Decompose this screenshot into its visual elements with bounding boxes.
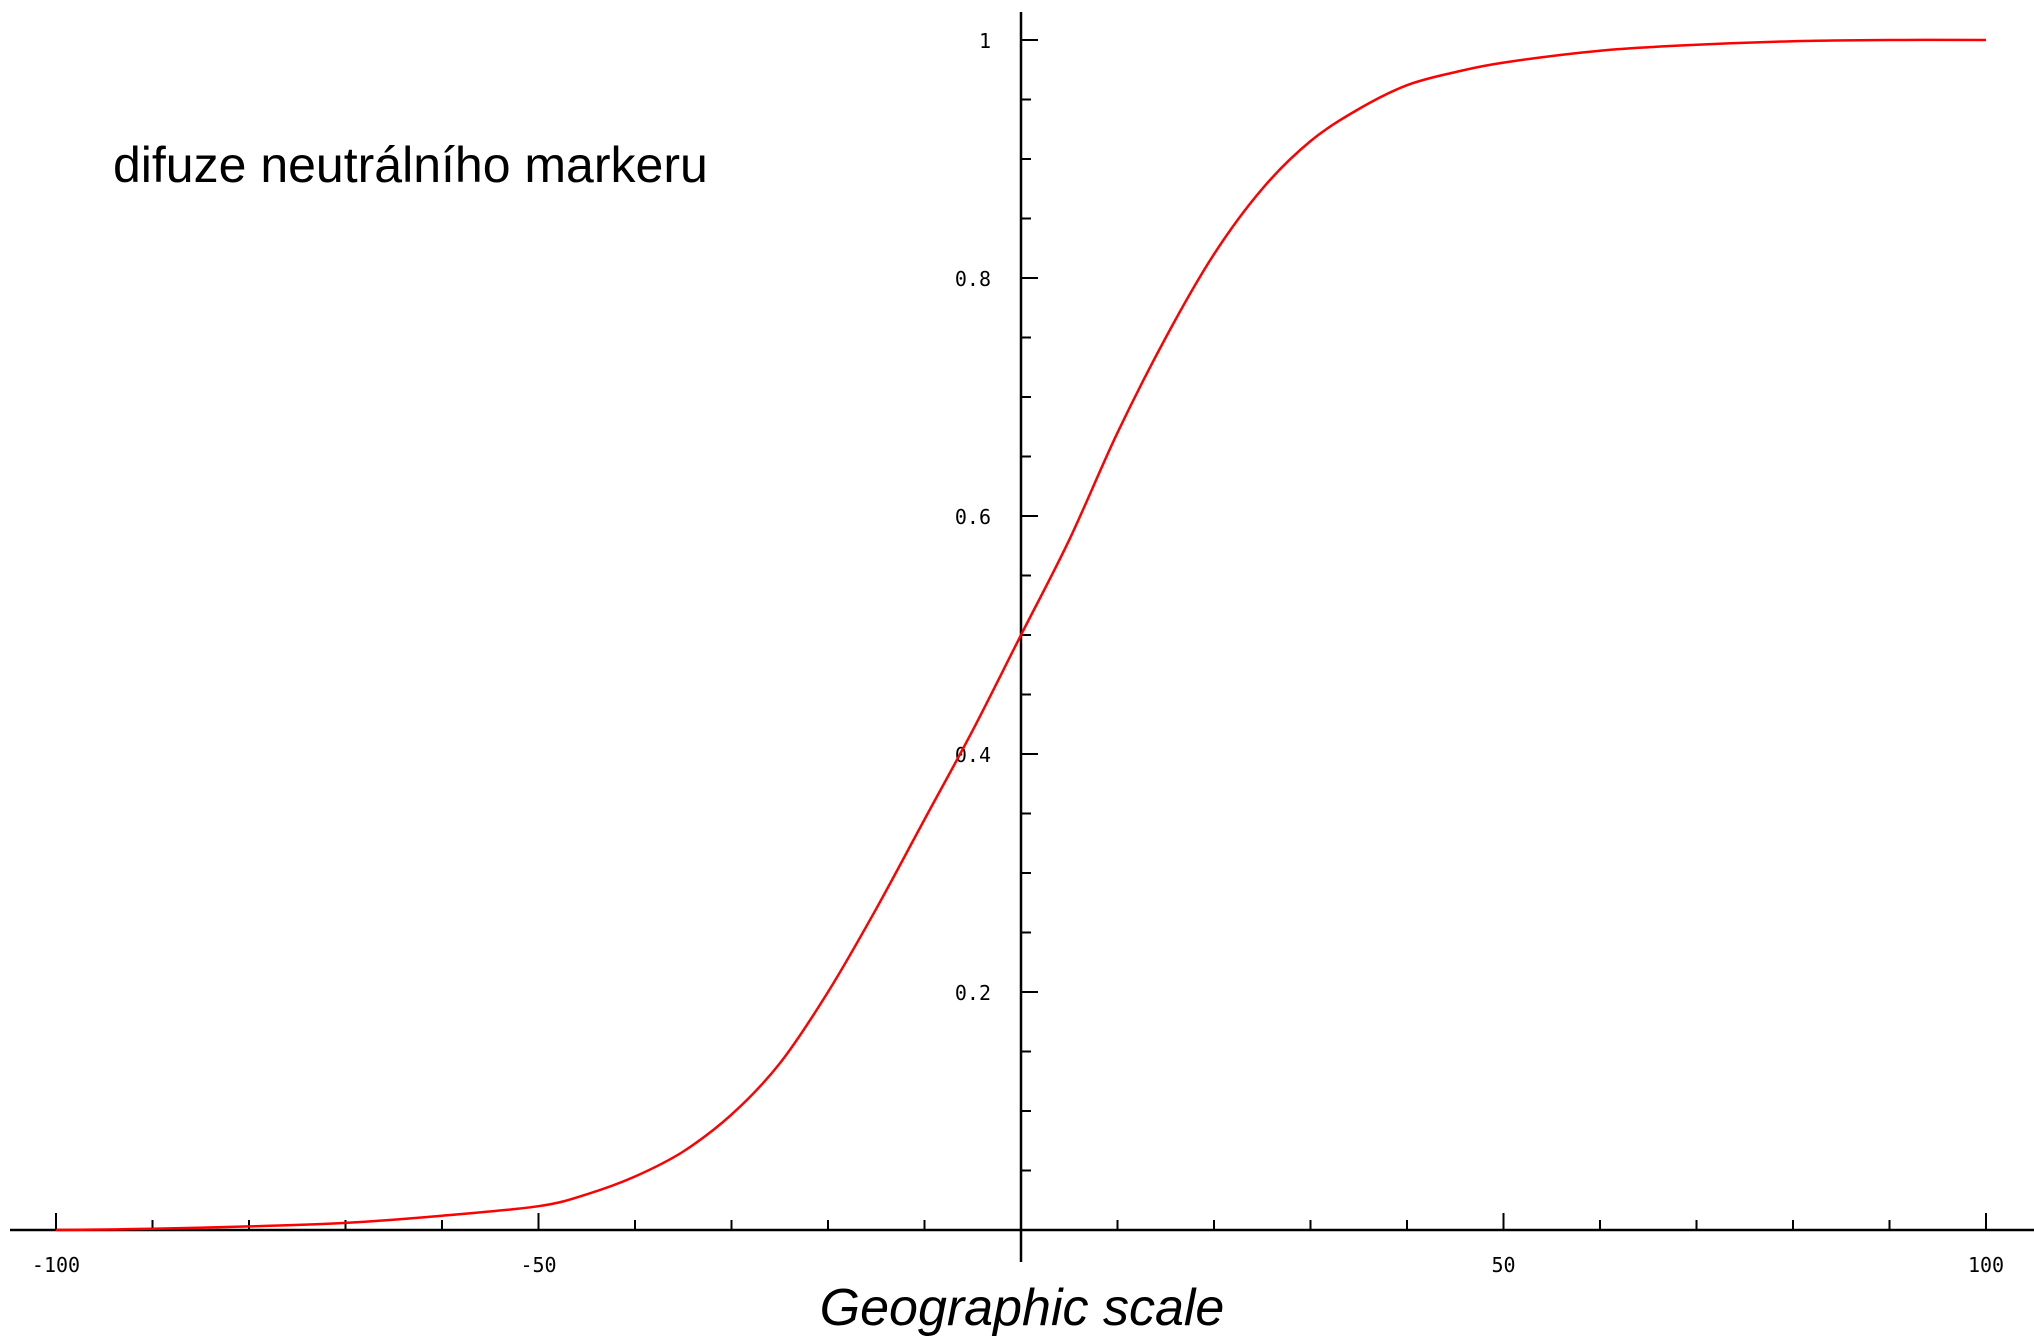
y-tick-label: 0.6 (955, 505, 991, 529)
y-tick-label: 0.8 (955, 267, 991, 291)
series-line (55, 38, 1987, 1232)
axes (10, 12, 2034, 1262)
x-tick-label: -100 (32, 1253, 80, 1277)
series-layer (55, 38, 1987, 1232)
x-tick-label: 50 (1491, 1253, 1515, 1277)
y-tick-label: 1 (979, 29, 991, 53)
x-tick-label: -50 (520, 1253, 556, 1277)
y-tick-label: 0.2 (955, 981, 991, 1005)
chart-annotation: difuze neutrálního markeru (113, 137, 708, 193)
x-axis-label: Geographic scale (820, 1279, 1225, 1337)
x-tick-label: 100 (1968, 1253, 2004, 1277)
